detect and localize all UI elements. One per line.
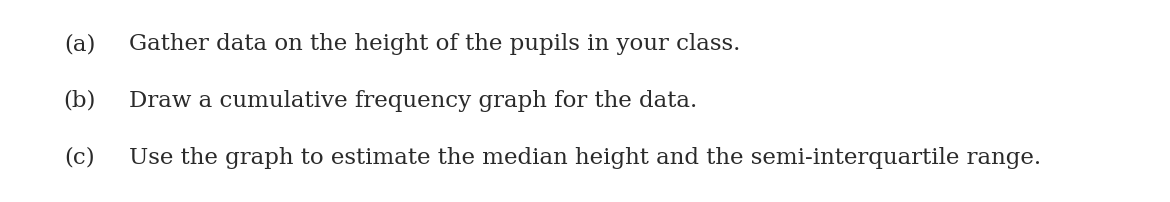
Text: Gather data on the height of the pupils in your class.: Gather data on the height of the pupils … <box>129 34 741 55</box>
Text: Draw a cumulative frequency graph for the data.: Draw a cumulative frequency graph for th… <box>129 90 697 112</box>
Text: (a): (a) <box>64 34 95 55</box>
Text: Use the graph to estimate the median height and the semi-interquartile range.: Use the graph to estimate the median hei… <box>129 147 1041 168</box>
Text: (b): (b) <box>63 90 96 112</box>
Text: (c): (c) <box>64 147 95 168</box>
